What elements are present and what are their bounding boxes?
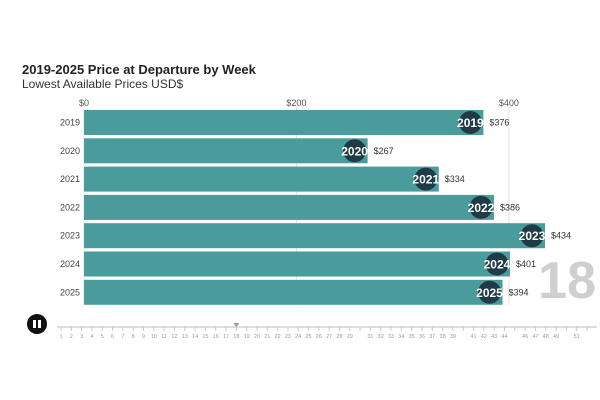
x-tick-label: $400 — [499, 98, 519, 108]
category-label: 2021 — [60, 174, 80, 184]
timeline-week-label: 32 — [378, 334, 384, 340]
year-badge-label: 2019 — [457, 116, 484, 130]
bar — [84, 194, 495, 220]
timeline-week-label: 2 — [70, 334, 73, 340]
year-badge — [485, 252, 509, 276]
timeline-week-label: 31 — [367, 334, 373, 340]
timeline-week-label: 51 — [574, 334, 580, 340]
timeline-week-label: 28 — [336, 334, 342, 340]
year-badge-label: 2020 — [341, 144, 368, 158]
year-badge — [343, 139, 367, 163]
timeline-week-label: 27 — [326, 334, 332, 340]
timeline-week-label: 1 — [59, 334, 62, 340]
timeline-week-label: 41 — [470, 334, 476, 340]
year-badge-label: 2025 — [476, 286, 503, 300]
current-week-label: 18 — [538, 252, 596, 310]
timeline-week-label: 11 — [161, 334, 167, 340]
bar — [84, 138, 368, 164]
category-label: 2025 — [60, 287, 80, 297]
year-badge-label: 2024 — [484, 258, 511, 272]
timeline-week-label: 9 — [142, 334, 145, 340]
timeline-week-label: 18 — [233, 334, 239, 340]
timeline-week-label: 14 — [192, 334, 198, 340]
value-label: $376 — [489, 118, 509, 128]
timeline-week-label: 21 — [264, 334, 270, 340]
category-label: 2023 — [60, 231, 80, 241]
timeline-week-label: 19 — [244, 334, 250, 340]
category-label: 2022 — [60, 202, 80, 212]
timeline-week-label: 44 — [501, 334, 507, 340]
timeline-week-label: 3 — [80, 334, 83, 340]
bar — [84, 251, 510, 277]
timeline-week-label: 22 — [275, 334, 281, 340]
timeline-week-label: 25 — [305, 334, 311, 340]
value-label: $334 — [445, 174, 465, 184]
value-label: $394 — [509, 287, 529, 297]
value-label: $386 — [500, 202, 520, 212]
timeline-week-label: 12 — [171, 334, 177, 340]
timeline-week-label: 17 — [223, 334, 229, 340]
timeline-week-label: 38 — [440, 334, 446, 340]
timeline-week-label: 35 — [409, 334, 415, 340]
year-badge-label: 2022 — [468, 201, 495, 215]
timeline-week-label: 39 — [450, 334, 456, 340]
timeline-week-label: 4 — [90, 334, 93, 340]
timeline-week-label: 23 — [285, 334, 291, 340]
x-tick-label: $200 — [286, 98, 306, 108]
timeline-week-label: 48 — [543, 334, 549, 340]
timeline-week-label: 20 — [254, 334, 260, 340]
timeline-week-label: 13 — [182, 334, 188, 340]
timeline-week-label: 43 — [491, 334, 497, 340]
year-badge — [458, 111, 482, 134]
timeline-week-label: 24 — [295, 334, 301, 340]
x-tick-label: $0 — [79, 98, 89, 108]
timeline-week-label: 10 — [151, 334, 157, 340]
pause-icon — [32, 320, 42, 328]
category-label: 2020 — [60, 146, 80, 156]
year-badge — [478, 280, 502, 304]
bar — [84, 110, 484, 135]
timeline-week-label: 8 — [132, 334, 135, 340]
year-badge-label: 2021 — [412, 173, 439, 187]
category-label: 2024 — [60, 259, 80, 269]
timeline-week-label: 37 — [429, 334, 435, 340]
timeline-week-label: 33 — [388, 334, 394, 340]
value-label: $434 — [551, 231, 571, 241]
category-label: 2019 — [60, 118, 80, 128]
chart-title: 2019-2025 Price at Departure by Week — [22, 62, 256, 77]
pause-button[interactable] — [27, 314, 47, 334]
year-badge-label: 2023 — [519, 229, 546, 243]
timeline-week-label: 47 — [532, 334, 538, 340]
timeline-week-label: 6 — [111, 334, 114, 340]
year-badge — [520, 224, 544, 248]
timeline-week-label: 49 — [553, 334, 559, 340]
timeline-marker — [233, 323, 240, 327]
timeline-week-label: 46 — [522, 334, 528, 340]
bar — [84, 166, 439, 192]
timeline-week-label: 29 — [347, 334, 353, 340]
timeline-week-label: 15 — [202, 334, 208, 340]
bar — [84, 223, 545, 249]
bar — [84, 279, 503, 305]
chart-subtitle: Lowest Available Prices USD$ — [22, 77, 184, 91]
year-badge — [414, 167, 438, 191]
value-label: $401 — [516, 259, 536, 269]
year-badge — [469, 195, 493, 219]
timeline-week-label: 5 — [101, 334, 104, 340]
timeline-week-label: 34 — [398, 334, 404, 340]
timeline-week-label: 26 — [316, 334, 322, 340]
timeline-week-label: 36 — [419, 334, 425, 340]
value-label: $267 — [374, 146, 394, 156]
timeline-week-label: 16 — [213, 334, 219, 340]
timeline-week-label: 7 — [121, 334, 124, 340]
timeline-week-label: 42 — [481, 334, 487, 340]
